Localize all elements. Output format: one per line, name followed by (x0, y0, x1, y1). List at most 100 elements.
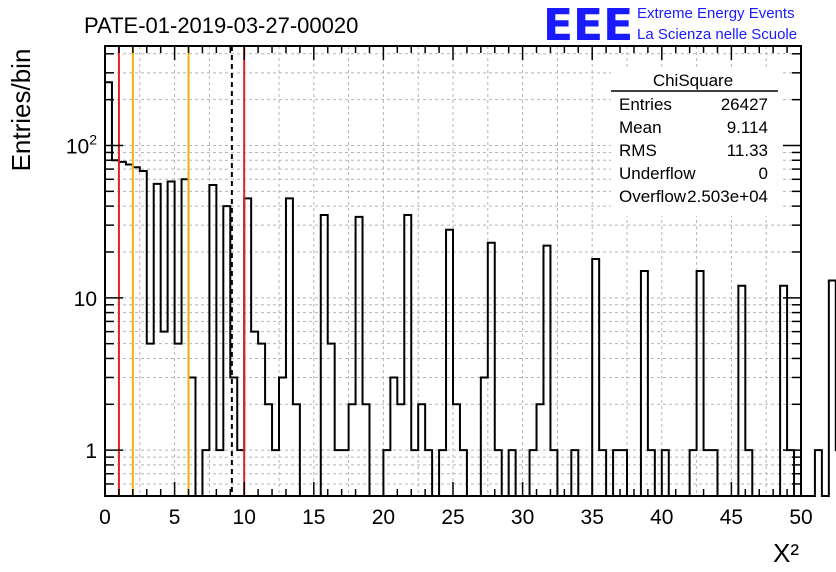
stats-value-rms: 11.33 (727, 141, 768, 160)
histogram-bin (161, 332, 168, 496)
histogram-bin (223, 206, 230, 496)
histogram-bin (704, 450, 711, 496)
histogram-bin (182, 179, 189, 496)
x-tick-label: 20 (372, 506, 395, 529)
histogram-bin (641, 271, 648, 496)
x-tick-label: 40 (650, 506, 673, 529)
histogram-bin (648, 450, 655, 496)
x-tick-label: 50 (789, 506, 812, 529)
histogram-bin (543, 246, 550, 496)
histogram-bin (286, 198, 293, 496)
histogram-bin (363, 404, 370, 496)
y-tick-labels: 1 10 102 (66, 131, 97, 463)
x-tick-label: 45 (720, 506, 743, 529)
histogram-bin (209, 185, 216, 496)
histogram-bin (189, 377, 196, 496)
axis-ticks (104, 46, 802, 497)
histogram-bin (105, 82, 112, 496)
y-tick-label: 102 (66, 131, 97, 158)
x-tick-label: 10 (233, 506, 256, 529)
x-tick-label: 0 (99, 506, 111, 529)
histogram-bin (321, 215, 328, 496)
histogram-bin (244, 198, 251, 496)
histogram-bin (251, 332, 258, 496)
x-tick-label: 15 (302, 506, 325, 529)
stats-box: ChiSquare Entries 26427 Mean 9.114 RMS 1… (611, 68, 781, 216)
histogram-bin (697, 271, 704, 496)
y-axis-label: Entries/bin (6, 49, 36, 172)
histogram-bin (509, 450, 516, 496)
x-axis-label: X² (773, 538, 799, 568)
logo-line-1: Extreme Energy Events (637, 5, 795, 22)
histogram-bin (216, 450, 223, 496)
histogram-bin (488, 243, 495, 496)
histogram-bin (439, 450, 446, 496)
histogram-bin (272, 450, 279, 496)
histogram-bin (397, 404, 404, 496)
histogram-bin (530, 450, 537, 496)
x-tick-labels: 0 5 10 15 20 25 30 35 40 45 50 (99, 506, 813, 529)
stats-box-background (611, 68, 781, 216)
histogram-bin (126, 165, 133, 496)
stats-value-overflow: 2.503e+04 (687, 187, 768, 206)
histogram-bin (537, 404, 544, 496)
histogram-bin (404, 215, 411, 496)
histogram-bin (481, 377, 488, 496)
histogram-bin (613, 450, 620, 496)
histogram-bin (411, 450, 418, 496)
stats-label-overflow: Overflow (619, 187, 687, 206)
histogram-bin (349, 404, 356, 496)
histogram-bin (620, 450, 627, 496)
histogram-bin (550, 450, 557, 496)
histogram-bin (383, 450, 390, 496)
histogram-bin (599, 450, 606, 496)
stats-label-underflow: Underflow (619, 164, 696, 183)
stats-value-mean: 9.114 (727, 118, 768, 137)
histogram-bin (745, 450, 752, 496)
histogram-bin (690, 450, 697, 496)
histogram-bin (418, 404, 425, 496)
run-title: PATE-01-2019-03-27-00020 (84, 13, 358, 38)
y-tick-label: 1 (85, 440, 97, 463)
histogram-bin (258, 344, 265, 496)
histogram-bin (780, 286, 787, 496)
histogram-bin (154, 184, 161, 496)
histogram-bin (237, 450, 244, 496)
histogram-bin (460, 450, 467, 496)
histogram-bin (711, 450, 718, 496)
x-tick-label: 25 (441, 506, 464, 529)
histogram-bin (265, 404, 272, 496)
histogram-bin (175, 344, 182, 496)
histogram-bin (202, 450, 209, 496)
stats-value-entries: 26427 (721, 95, 768, 114)
histogram-bin (390, 377, 397, 496)
histogram-bin (133, 167, 140, 496)
histogram-bin (453, 404, 460, 496)
histogram-bin (425, 450, 432, 496)
histogram-bin (335, 450, 342, 496)
histogram-bin (147, 344, 154, 496)
x-tick-label: 35 (581, 506, 604, 529)
x-tick-label: 30 (511, 506, 534, 529)
histogram-bin (140, 171, 147, 496)
histogram-bin (738, 286, 745, 496)
stats-label-rms: RMS (619, 141, 657, 160)
stats-label-entries: Entries (619, 95, 672, 114)
logo-line-2: La Scienza nelle Scuole (637, 26, 797, 43)
stats-title: ChiSquare (653, 71, 733, 90)
y-tick-label: 10 (74, 288, 97, 311)
histogram-bin (342, 450, 349, 496)
histogram-bin (356, 217, 363, 496)
reference-lines (117, 46, 246, 496)
histogram-bin (119, 162, 126, 496)
histogram-bin (829, 280, 836, 496)
eee-logo: EEE (543, 0, 633, 51)
histogram-bin (168, 182, 175, 496)
stats-value-underflow: 0 (759, 164, 768, 183)
x-tick-label: 5 (169, 506, 181, 529)
stats-label-mean: Mean (619, 118, 662, 137)
histogram-bin (571, 450, 578, 496)
histogram-bin (112, 160, 119, 496)
histogram-bin (293, 404, 300, 496)
